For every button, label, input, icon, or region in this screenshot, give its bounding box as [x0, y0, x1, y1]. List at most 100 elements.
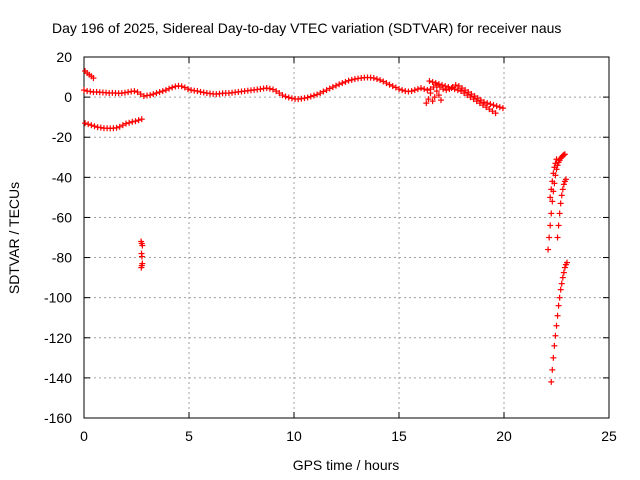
data-point — [90, 75, 97, 82]
data-point — [317, 90, 324, 97]
data-point — [480, 102, 486, 109]
data-point — [454, 87, 461, 94]
data-point — [323, 87, 330, 94]
data-point — [172, 83, 179, 90]
data-point — [184, 86, 191, 93]
data-point — [383, 80, 390, 87]
data-point — [429, 79, 436, 86]
data-point — [474, 95, 481, 102]
data-point — [131, 88, 138, 95]
data-point — [276, 90, 283, 97]
data-point — [558, 280, 565, 287]
data-point — [481, 99, 488, 106]
data-point — [266, 85, 273, 92]
data-point — [113, 124, 120, 131]
data-point — [468, 91, 475, 98]
data-point — [123, 120, 129, 127]
data-point — [153, 90, 160, 97]
data-point — [263, 85, 270, 92]
data-point — [476, 100, 483, 107]
data-point — [138, 264, 145, 271]
data-point — [448, 85, 455, 92]
data-point — [345, 77, 352, 84]
data-point — [273, 88, 280, 95]
data-point — [559, 186, 566, 193]
data-point — [545, 246, 552, 253]
data-point — [134, 89, 141, 96]
data-point — [386, 81, 393, 88]
data-point — [487, 101, 494, 108]
axis-ticks — [83, 56, 610, 419]
data-point — [484, 100, 491, 107]
data-point — [548, 210, 555, 217]
y-tick-label: -100 — [44, 290, 72, 306]
data-point — [471, 93, 478, 100]
data-point — [552, 332, 559, 339]
data-point — [425, 96, 432, 103]
data-point — [432, 80, 439, 87]
data-point — [119, 122, 126, 129]
data-point — [88, 122, 95, 129]
data-point — [424, 87, 431, 94]
y-tick-label: -140 — [44, 370, 72, 386]
data-point — [139, 242, 146, 249]
data-point — [429, 98, 436, 105]
data-point — [549, 366, 556, 373]
data-point — [421, 86, 428, 93]
data-point — [547, 194, 554, 201]
data-point — [150, 91, 157, 98]
grid-lines — [84, 57, 609, 418]
data-point — [326, 85, 333, 92]
data-point — [560, 181, 567, 188]
data-point — [435, 92, 442, 99]
data-point — [377, 77, 384, 84]
data-point — [329, 84, 336, 91]
data-point — [91, 123, 98, 130]
data-point — [489, 108, 496, 115]
data-point — [159, 88, 166, 95]
data-point — [550, 354, 557, 361]
data-point — [97, 124, 104, 131]
data-point — [399, 87, 406, 94]
data-point — [550, 170, 557, 177]
data-point — [555, 302, 562, 309]
data-point — [467, 94, 474, 101]
data-point — [85, 121, 92, 128]
data-point — [493, 103, 500, 110]
data-points — [81, 68, 570, 385]
data-point — [564, 259, 570, 266]
data-point — [156, 89, 163, 96]
data-point — [138, 116, 145, 123]
data-point — [301, 95, 308, 102]
data-point — [560, 151, 567, 158]
data-point — [470, 96, 477, 103]
data-point — [461, 90, 468, 97]
data-point — [457, 88, 464, 95]
data-point — [443, 87, 450, 94]
chart-title: Day 196 of 2025, Sidereal Day-to-day VTE… — [52, 20, 561, 36]
data-point — [81, 87, 87, 94]
data-point — [547, 222, 554, 229]
x-tick-label: 0 — [80, 428, 88, 444]
data-point — [310, 92, 317, 99]
data-point — [140, 93, 147, 100]
data-point — [431, 94, 438, 101]
data-point — [554, 234, 561, 241]
y-tick-label: -120 — [44, 330, 72, 346]
plot-frame — [83, 56, 610, 419]
data-point — [430, 84, 437, 91]
data-point — [307, 93, 314, 100]
data-point — [348, 76, 355, 83]
data-point — [342, 78, 349, 85]
data-point — [499, 105, 506, 112]
data-point — [351, 76, 358, 83]
y-tick-label: -20 — [52, 129, 72, 145]
data-point — [288, 95, 295, 102]
data-point — [270, 86, 276, 93]
data-point — [320, 88, 327, 95]
data-point — [336, 81, 343, 88]
data-point — [558, 192, 565, 199]
data-point — [411, 87, 418, 94]
x-tick-labels: 0 5 10 15 20 25 — [80, 428, 617, 444]
data-point — [546, 234, 553, 241]
